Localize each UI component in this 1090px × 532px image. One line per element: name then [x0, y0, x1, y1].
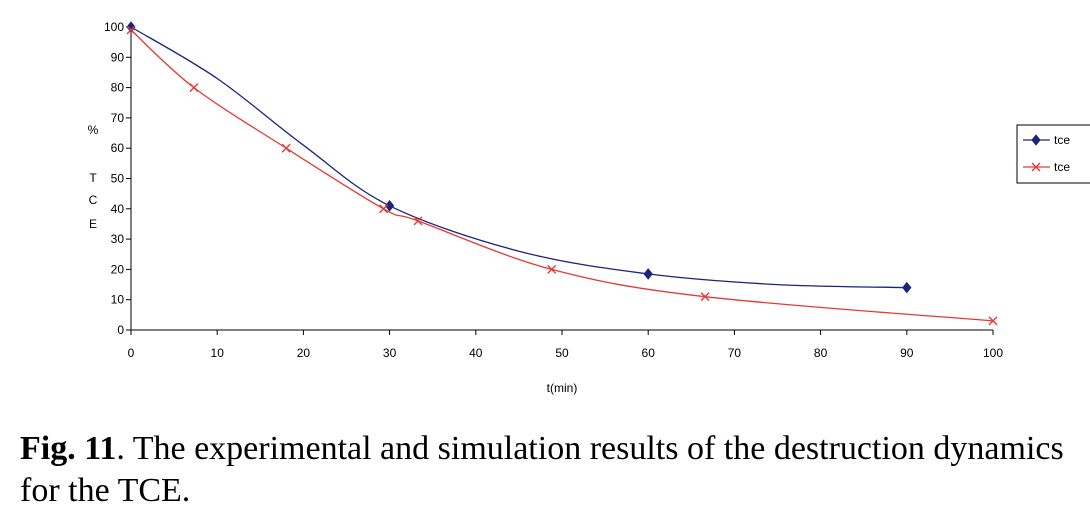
y-tick-label: 20 [111, 262, 125, 276]
x-tick-label: 100 [983, 346, 1003, 360]
y-tick-label: 100 [104, 20, 124, 34]
x-tick-label: 10 [211, 346, 225, 360]
figure-label: Fig. 11 [20, 430, 117, 467]
chart-axes [130, 27, 993, 331]
legend-label: tce [1054, 160, 1070, 174]
series-2 [126, 25, 998, 326]
x-tick-label: 0 [128, 346, 135, 360]
data-point [189, 83, 199, 93]
y-tick-label: 90 [111, 50, 125, 64]
y-tick-label: 0 [117, 323, 124, 337]
y-tick-label: 10 [111, 293, 125, 307]
figure-caption: Fig. 11. The experimental and simulation… [20, 428, 1080, 512]
series-line [130, 29, 994, 322]
data-point [281, 143, 291, 153]
caption-text: . The experimental and simulation result… [20, 430, 1064, 509]
data-point [643, 268, 653, 280]
y-tick-label: 70 [111, 111, 125, 125]
data-point [700, 292, 710, 302]
y-axis-label-line: C [89, 193, 98, 207]
x-axis-label: t(min) [547, 381, 578, 395]
data-point [413, 216, 423, 226]
legend-entry: tce [1023, 133, 1070, 147]
y-tick-label: 60 [111, 141, 125, 155]
x-tick-label: 50 [555, 346, 569, 360]
y-axis-label: % TCE [88, 123, 99, 231]
data-point [902, 281, 912, 294]
series-line [130, 26, 907, 289]
chart: 0 10 20 30 40 50 60 70 80 90 100 0 10 20 30 40 50 60 70 80… [88, 20, 1090, 395]
legend-entry: tce [1023, 160, 1070, 174]
y-tick-label: 80 [111, 81, 125, 95]
data-point [126, 25, 136, 35]
y-tick-label: 40 [111, 202, 125, 216]
data-point [547, 264, 557, 274]
x-tick-label: 90 [900, 346, 914, 360]
data-point [379, 204, 389, 214]
x-axis-ticks: 0 10 20 30 40 50 60 70 80 90 100 [128, 330, 1003, 360]
y-axis-label-line: % [88, 123, 99, 137]
x-tick-label: 20 [297, 346, 311, 360]
y-axis-ticks: 0 10 20 30 40 50 60 70 80 90 100 [104, 20, 131, 337]
y-tick-label: 30 [111, 232, 125, 246]
x-tick-label: 80 [814, 346, 828, 360]
legend-swatch-marker [1031, 162, 1041, 172]
x-tick-label: 70 [728, 346, 742, 360]
data-point [988, 316, 998, 326]
legend-label: tce [1054, 133, 1070, 147]
x-tick-label: 60 [642, 346, 656, 360]
y-tick-label: 50 [111, 172, 125, 186]
data-point [384, 199, 395, 212]
data-point [126, 21, 136, 33]
series-layer [126, 21, 998, 326]
legend-swatch-marker [1031, 134, 1041, 146]
x-tick-label: 30 [383, 346, 397, 360]
y-axis-label-line: E [89, 217, 97, 231]
x-tick-label: 40 [469, 346, 483, 360]
y-axis-label-line: T [89, 171, 97, 185]
legend: tce tce [1016, 124, 1090, 184]
series-1 [126, 21, 912, 294]
legend-box [1016, 124, 1090, 184]
